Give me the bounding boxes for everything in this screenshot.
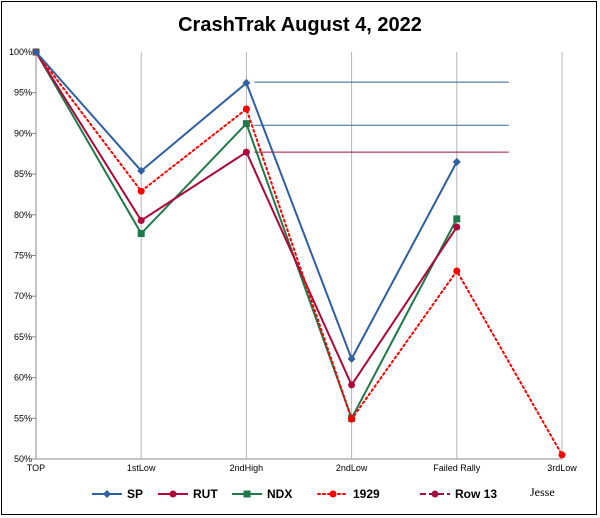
- data-point-1929: [558, 451, 566, 459]
- data-point-sp: [242, 78, 251, 87]
- legend-item-row-13: Row 13: [420, 487, 497, 501]
- legend-marker-rut: [169, 490, 177, 498]
- data-point-ndx: [453, 215, 461, 223]
- y-tick-label: 60%: [14, 373, 32, 383]
- data-point-rut: [348, 381, 356, 389]
- x-tick-label: TOP: [27, 463, 45, 473]
- series-1929: [32, 48, 566, 459]
- x-tick-label: 2ndLow: [336, 463, 368, 473]
- data-point-rut: [453, 223, 461, 231]
- series-sp: [32, 48, 461, 363]
- y-tick-label: 100%: [9, 47, 32, 57]
- y-tick-label: 85%: [14, 169, 32, 179]
- signature: Jesse: [530, 485, 555, 499]
- data-point-1929: [453, 267, 461, 275]
- y-tick-label: 50%: [14, 454, 32, 464]
- legend-item-rut: RUT: [158, 487, 218, 501]
- legend-marker-sp: [103, 490, 111, 498]
- data-point-1929: [242, 105, 250, 113]
- data-point-sp: [32, 48, 40, 56]
- legend-marker-ndx: [243, 490, 251, 498]
- y-tick-label: 55%: [14, 413, 32, 423]
- x-tick-label: 3rdLow: [547, 463, 577, 473]
- data-point-ndx: [242, 120, 250, 128]
- y-tick-label: 70%: [14, 291, 32, 301]
- legend: SP RUT NDX 1929 Row 13: [92, 487, 497, 501]
- reference-lines: [254, 81, 509, 153]
- series-line-1929: [35, 51, 563, 456]
- legend-label-rut: RUT: [193, 487, 218, 501]
- y-tick-label: 90%: [14, 128, 32, 138]
- data-point-sp: [347, 354, 356, 363]
- legend-item-1929: 1929: [317, 487, 380, 501]
- data-point-ndx: [137, 230, 145, 238]
- legend-marker-1929: [329, 490, 337, 498]
- y-tick-label: 65%: [14, 332, 32, 342]
- y-tick-label: 80%: [14, 210, 32, 220]
- y-tick-label: 95%: [14, 88, 32, 98]
- x-tick-label: 1stLow: [127, 463, 156, 473]
- data-point-sp: [452, 157, 461, 166]
- legend-label-sp: SP: [127, 487, 143, 501]
- data-point-sp: [137, 166, 146, 175]
- grid-lines: [35, 52, 563, 460]
- x-axis-ticks: TOP 1stLow 2ndHigh 2ndLow Failed Rally 3rdLow: [27, 463, 577, 473]
- x-tick-label: 2ndHigh: [230, 463, 264, 473]
- legend-label-1929: 1929: [353, 487, 380, 501]
- data-point-1929: [137, 187, 145, 195]
- legend-item-sp: SP: [92, 487, 143, 501]
- y-axis-ticks: 50% 55% 60% 65% 70% 75% 80% 85% 90% 95% 100%: [9, 47, 36, 464]
- legend-item-ndx: NDX: [232, 487, 292, 501]
- x-tick-label: Failed Rally: [433, 463, 481, 473]
- data-point-rut: [137, 216, 145, 224]
- legend-label-ndx: NDX: [267, 487, 292, 501]
- data-point-1929: [348, 415, 356, 423]
- y-tick-label: 75%: [14, 251, 32, 261]
- data-point-rut: [242, 148, 250, 156]
- series-group: [32, 48, 566, 459]
- chart-title: CrashTrak August 4, 2022: [178, 14, 422, 36]
- legend-marker-row-13: [431, 490, 439, 498]
- legend-label-row-13: Row 13: [455, 487, 497, 501]
